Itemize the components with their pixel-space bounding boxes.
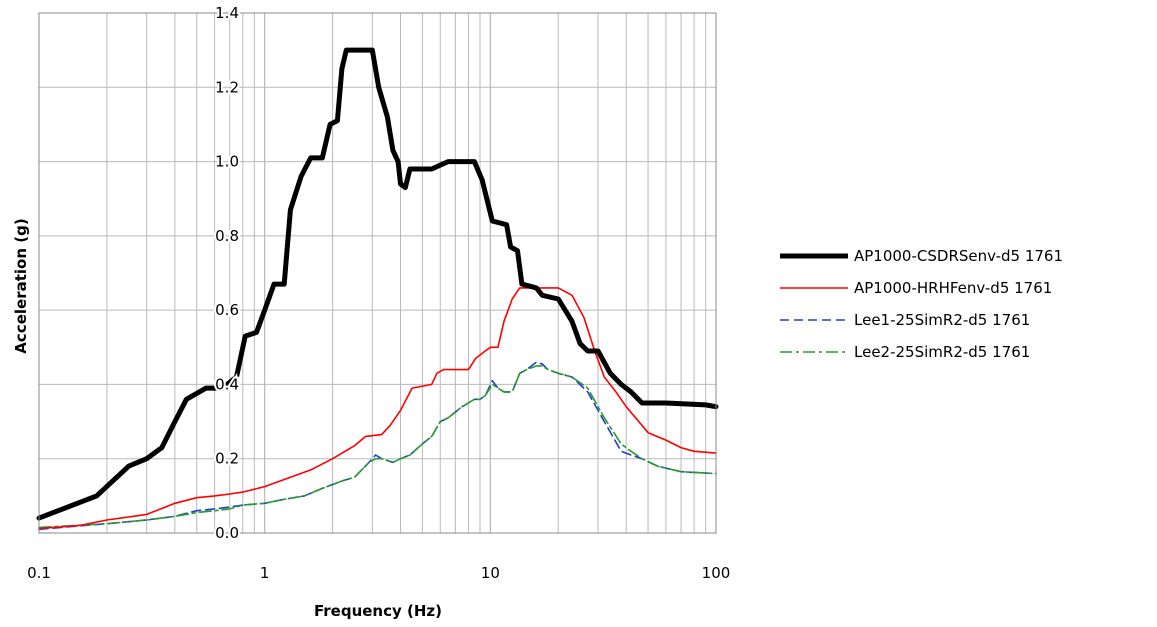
series-line-4 xyxy=(38,365,717,529)
legend-label-2: AP1000-HRHFenv-d5 1761 xyxy=(854,279,1052,297)
x-axis-title: Frequency (Hz) xyxy=(314,602,442,620)
series-line-3 xyxy=(38,361,717,531)
legend-label-1: AP1000-CSDRSenv-d5 1761 xyxy=(854,247,1063,265)
grid-lines xyxy=(39,13,716,533)
x-tick-label: 0.1 xyxy=(27,564,51,582)
y-tick-label: 0.0 xyxy=(215,524,239,542)
y-tick-label: 0.2 xyxy=(215,450,239,468)
series-line-1 xyxy=(36,47,719,521)
x-tick-label: 100 xyxy=(702,564,731,582)
x-tick-label: 1 xyxy=(260,564,270,582)
series-line-2 xyxy=(38,287,717,530)
plot-frame xyxy=(38,12,717,534)
x-tick-labels: 0.1 1 10 100 xyxy=(27,564,730,582)
legend-label-3: Lee1-25SimR2-d5 1761 xyxy=(854,311,1030,329)
legend: AP1000-CSDRSenv-d5 1761 AP1000-HRHFenv-d5… xyxy=(780,247,1063,361)
y-tick-labels: 0.0 0.2 0.4 0.6 0.8 1.0 1.2 1.4 xyxy=(213,2,241,544)
y-tick-label: 1.0 xyxy=(215,153,239,171)
series-layer xyxy=(36,47,719,531)
legend-label-4: Lee2-25SimR2-d5 1761 xyxy=(854,343,1030,361)
y-tick-label: 1.2 xyxy=(215,78,239,96)
y-tick-label: 0.8 xyxy=(215,227,239,245)
y-tick-label: 0.4 xyxy=(215,375,239,393)
y-tick-label: 0.6 xyxy=(215,301,239,319)
y-tick-label: 1.4 xyxy=(215,4,239,22)
x-tick-label: 10 xyxy=(481,564,500,582)
y-axis-title: Acceleration (g) xyxy=(12,218,30,353)
